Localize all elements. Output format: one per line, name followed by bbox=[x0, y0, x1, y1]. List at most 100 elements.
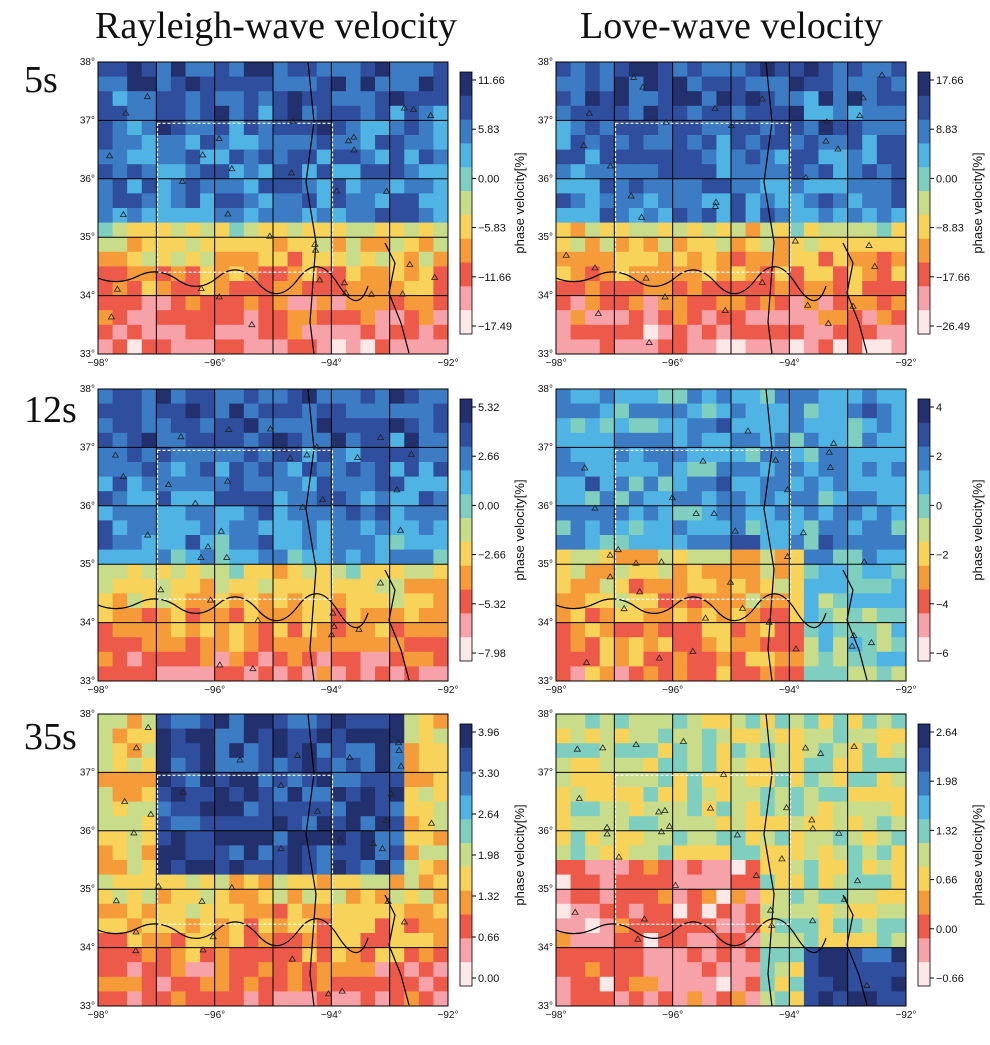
velocity-cell bbox=[185, 757, 201, 773]
velocity-cell bbox=[433, 62, 449, 78]
velocity-cell bbox=[389, 447, 405, 463]
velocity-cell bbox=[98, 593, 114, 609]
velocity-cell bbox=[258, 816, 274, 832]
velocity-cell bbox=[701, 237, 717, 253]
velocity-cell bbox=[701, 608, 717, 624]
velocity-cell bbox=[701, 295, 717, 311]
station-triangle bbox=[850, 631, 858, 638]
velocity-cell bbox=[556, 105, 572, 121]
velocity-cell bbox=[774, 564, 790, 580]
station-triangle bbox=[215, 134, 223, 142]
latitude-tick-label: 35° bbox=[80, 884, 95, 895]
velocity-cell bbox=[614, 476, 630, 492]
velocity-cell bbox=[716, 310, 732, 326]
station-triangle bbox=[266, 232, 274, 239]
velocity-cell bbox=[599, 491, 615, 507]
velocity-cell bbox=[672, 549, 688, 565]
velocity-cell bbox=[141, 637, 157, 653]
velocity-cell bbox=[833, 389, 849, 405]
velocity-cell bbox=[98, 666, 114, 682]
velocity-cell bbox=[570, 266, 586, 282]
velocity-cell bbox=[599, 991, 615, 1007]
velocity-cell bbox=[862, 91, 878, 107]
velocity-cell bbox=[774, 535, 790, 551]
velocity-cell bbox=[287, 339, 303, 355]
velocity-cell bbox=[360, 787, 376, 803]
velocity-cell bbox=[862, 193, 878, 209]
velocity-cell bbox=[672, 947, 688, 963]
velocity-cell bbox=[716, 120, 732, 136]
velocity-cell bbox=[614, 535, 630, 551]
velocity-cell bbox=[599, 860, 615, 876]
velocity-cell bbox=[141, 520, 157, 536]
velocity-cell bbox=[847, 860, 863, 876]
velocity-cell bbox=[214, 324, 230, 340]
velocity-cell bbox=[570, 728, 586, 744]
velocity-cell bbox=[570, 403, 586, 419]
velocity-cell bbox=[389, 476, 405, 492]
velocity-cell bbox=[556, 947, 572, 963]
velocity-cell bbox=[774, 91, 790, 107]
velocity-cell bbox=[127, 830, 143, 846]
velocity-cell bbox=[229, 714, 245, 730]
velocity-cell bbox=[789, 976, 805, 992]
velocity-cell bbox=[876, 62, 892, 78]
station-triangle bbox=[727, 121, 736, 129]
velocity-cell bbox=[287, 295, 303, 311]
velocity-cell bbox=[731, 520, 747, 536]
velocity-cell bbox=[98, 622, 114, 638]
velocity-cell bbox=[672, 295, 688, 311]
velocity-cell bbox=[687, 991, 703, 1007]
station-triangle bbox=[668, 493, 677, 501]
velocity-cell bbox=[287, 535, 303, 551]
longitude-tick-label: −92° bbox=[438, 1010, 459, 1021]
velocity-cell bbox=[214, 801, 230, 817]
colorbar-segment bbox=[460, 167, 472, 192]
velocity-cell bbox=[258, 622, 274, 638]
velocity-cell bbox=[200, 593, 216, 609]
velocity-cell bbox=[273, 787, 289, 803]
velocity-cell bbox=[418, 91, 434, 107]
velocity-cell bbox=[331, 222, 347, 238]
map-frame bbox=[555, 388, 907, 682]
velocity-cell bbox=[287, 281, 303, 297]
velocity-cell bbox=[628, 432, 644, 448]
colorbar-segment bbox=[918, 238, 930, 264]
velocity-cell bbox=[701, 651, 717, 667]
velocity-cell bbox=[214, 772, 230, 788]
colorbar-segment bbox=[918, 399, 930, 424]
velocity-cell bbox=[302, 295, 318, 311]
velocity-cell bbox=[345, 549, 361, 565]
velocity-cell bbox=[345, 787, 361, 803]
velocity-cell bbox=[731, 403, 747, 419]
velocity-cell bbox=[614, 462, 630, 478]
velocity-cell bbox=[731, 476, 747, 492]
tomography-grid bbox=[556, 714, 907, 1007]
colorbar-tick-label: 1.32 bbox=[936, 825, 957, 837]
velocity-cell bbox=[141, 757, 157, 773]
velocity-cell bbox=[331, 491, 347, 507]
velocity-cell bbox=[433, 178, 449, 194]
velocity-cell bbox=[716, 549, 732, 565]
velocity-cell bbox=[156, 310, 172, 326]
velocity-cell bbox=[658, 135, 674, 151]
velocity-cell bbox=[258, 237, 274, 253]
velocity-cell bbox=[404, 222, 420, 238]
velocity-cell bbox=[170, 135, 186, 151]
velocity-cell bbox=[345, 608, 361, 624]
velocity-cell bbox=[185, 339, 201, 355]
velocity-cell bbox=[774, 237, 790, 253]
velocity-cell bbox=[156, 403, 172, 419]
velocity-cell bbox=[229, 787, 245, 803]
velocity-cell bbox=[862, 903, 878, 919]
velocity-cell bbox=[360, 178, 376, 194]
velocity-cell bbox=[185, 389, 201, 405]
velocity-cell bbox=[316, 593, 332, 609]
velocity-cell bbox=[418, 564, 434, 580]
velocity-cell bbox=[803, 164, 819, 180]
velocity-cell bbox=[418, 845, 434, 861]
velocity-cell bbox=[229, 418, 245, 434]
velocity-cell bbox=[433, 105, 449, 121]
velocity-cell bbox=[200, 637, 216, 653]
station-triangle bbox=[655, 654, 664, 661]
